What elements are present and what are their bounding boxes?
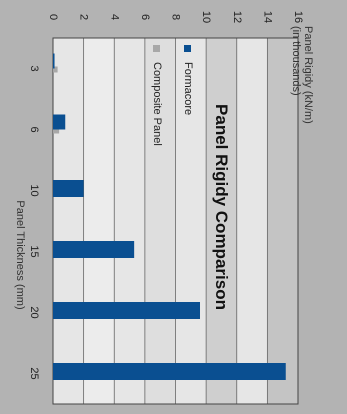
chart-title: Panel Rigidy Comparison (212, 104, 231, 310)
bar-formacore (53, 302, 200, 319)
plot-band (267, 38, 298, 404)
value-tick-label: 10 (200, 11, 212, 23)
bar-formacore (53, 53, 55, 69)
category-tick-label: 3 (28, 65, 40, 71)
value-tick-label: 2 (78, 14, 90, 20)
plot-band (206, 38, 237, 404)
y-axis-label-line-1: Panel Rigidy (kN/m) (302, 26, 314, 124)
bar-composite-panel (53, 66, 58, 73)
legend-label: Composite Panel (151, 62, 163, 146)
category-tick-label: 25 (28, 367, 40, 379)
category-tick-label: 6 (28, 126, 40, 132)
x-axis-label: Panel Thickness (mm) (14, 200, 26, 310)
plot-border (52, 37, 299, 405)
plot-band (114, 38, 145, 404)
bar-formacore (53, 114, 66, 130)
y-axis-label: Panel Rigidy (kN/m) (in thousands) (290, 26, 314, 124)
plot-band (144, 38, 176, 404)
bar-composite-panel (53, 127, 60, 134)
category-tick-label: 20 (28, 306, 40, 318)
bar-formacore (53, 180, 84, 197)
value-tick-label: 14 (261, 11, 273, 23)
value-tick-label: 12 (231, 11, 243, 23)
category-tick-label: 15 (28, 245, 40, 257)
plot-band (53, 38, 84, 404)
value-tick-label: 6 (139, 14, 151, 20)
legend-swatch (153, 45, 160, 52)
y-axis-label-line-2: (in thousands) (290, 26, 302, 96)
plot-band (83, 38, 115, 404)
bar-formacore (53, 241, 135, 258)
value-tick-label: 4 (108, 14, 120, 20)
bar-formacore (53, 363, 286, 380)
value-tick-label: 0 (47, 14, 59, 20)
legend-swatch (184, 45, 191, 52)
category-tick-label: 10 (28, 184, 40, 196)
value-tick-label: 8 (170, 14, 182, 20)
value-tick-label: 16 (292, 11, 304, 23)
plot-band (175, 38, 207, 404)
legend-label: Formacore (182, 62, 194, 115)
plot-band (236, 38, 268, 404)
